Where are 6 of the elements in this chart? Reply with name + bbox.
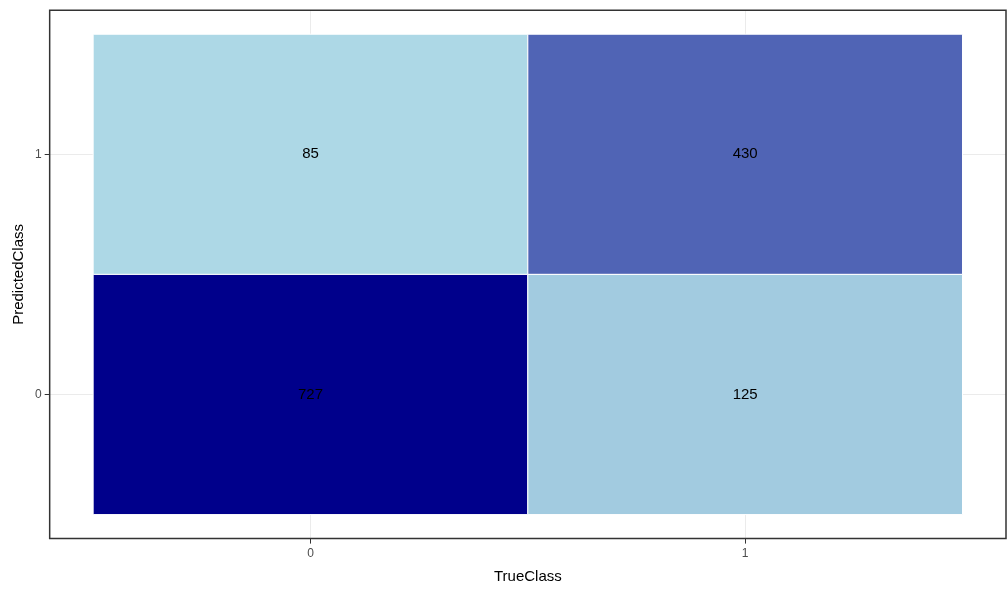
data-label: 125 bbox=[732, 384, 758, 402]
x-axis-title: TrueClass bbox=[493, 567, 562, 585]
data-label: 727 bbox=[297, 384, 324, 402]
y-axis-title: PredictedClass bbox=[9, 223, 27, 325]
data-label: 85 bbox=[302, 144, 319, 162]
data-label: 430 bbox=[732, 144, 758, 162]
